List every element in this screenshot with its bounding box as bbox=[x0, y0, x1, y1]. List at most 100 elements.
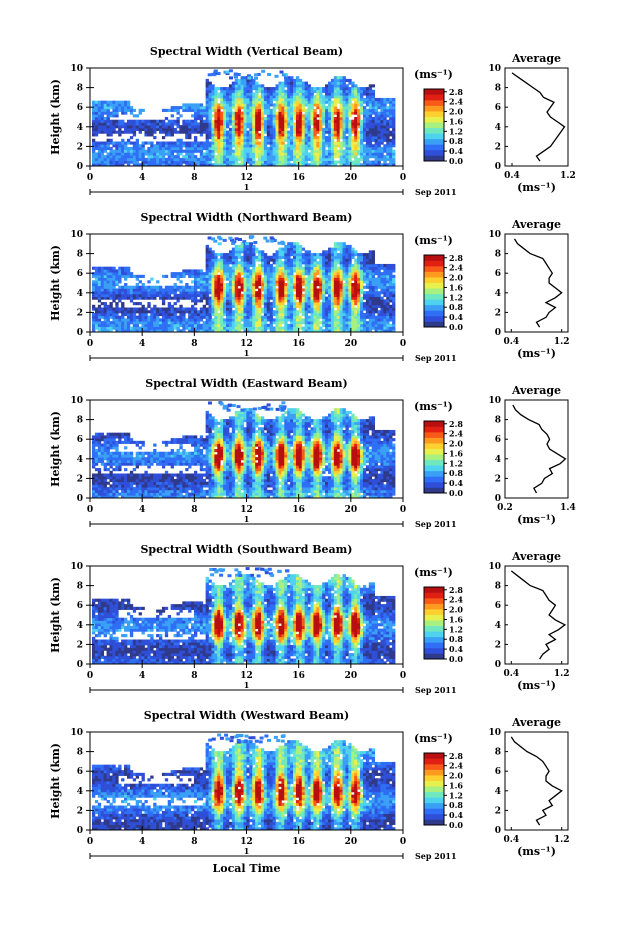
heatmap-cell bbox=[301, 253, 306, 257]
heatmap-cell bbox=[138, 149, 142, 153]
heatmap-cell bbox=[333, 277, 338, 281]
heatmap-cell bbox=[290, 149, 294, 153]
heatmap-cell bbox=[307, 272, 311, 276]
heatmap-cell bbox=[211, 155, 215, 159]
heatmap-cell bbox=[365, 302, 370, 306]
heatmap-cell bbox=[132, 291, 137, 295]
heatmap-cell bbox=[322, 323, 326, 327]
heatmap-cell bbox=[132, 318, 137, 322]
heatmap-cell bbox=[252, 258, 256, 262]
heatmap-cell bbox=[333, 106, 338, 110]
heatmap-cell bbox=[333, 253, 338, 257]
heatmap-cell bbox=[236, 73, 241, 76]
heatmap-cell bbox=[336, 323, 341, 327]
heatmap-cell bbox=[132, 155, 137, 159]
heatmap-cell bbox=[185, 155, 189, 159]
heatmap-cell bbox=[191, 108, 195, 112]
heatmap-cell bbox=[357, 253, 361, 257]
heatmap-cell bbox=[115, 321, 119, 325]
heatmap-cell bbox=[220, 119, 224, 123]
heatmap-cell bbox=[208, 160, 212, 164]
heatmap-cell bbox=[325, 288, 329, 292]
heatmap-cell bbox=[371, 152, 375, 156]
heatmap-cell bbox=[179, 141, 183, 145]
heatmap-cell bbox=[226, 144, 230, 148]
heatmap-cell bbox=[258, 114, 262, 118]
heatmap-cell bbox=[310, 149, 314, 153]
heatmap-cell bbox=[252, 155, 256, 159]
heatmap-cell bbox=[237, 307, 241, 311]
heatmap-cell bbox=[159, 312, 163, 317]
heatmap-cell bbox=[112, 160, 116, 164]
heatmap-cell bbox=[205, 299, 209, 303]
heatmap-cell bbox=[205, 250, 209, 254]
heatmap-cell bbox=[336, 326, 341, 330]
heatmap-cell bbox=[258, 310, 262, 314]
heatmap-cell bbox=[191, 163, 195, 167]
heatmap-cell bbox=[252, 119, 256, 123]
heatmap-cell bbox=[205, 274, 209, 278]
heatmap-cell bbox=[333, 97, 338, 102]
heatmap-cell bbox=[179, 310, 183, 314]
heatmap-cell bbox=[348, 266, 352, 270]
heatmap-cell bbox=[141, 288, 145, 292]
heatmap-cell bbox=[307, 255, 311, 259]
heatmap-cell bbox=[115, 312, 119, 317]
heatmap-cell bbox=[185, 144, 189, 148]
heatmap-cell bbox=[231, 127, 236, 132]
heatmap-cell bbox=[360, 133, 364, 137]
heatmap-cell bbox=[275, 100, 279, 104]
heatmap-cell bbox=[258, 157, 262, 161]
heatmap-cell bbox=[126, 141, 131, 145]
heatmap-cell bbox=[240, 277, 244, 281]
heatmap-cell bbox=[371, 100, 375, 104]
heatmap-cell bbox=[330, 255, 335, 259]
heatmap-cell bbox=[336, 111, 341, 115]
heatmap-cell bbox=[319, 307, 323, 311]
heatmap-cell bbox=[237, 136, 241, 140]
heatmap-cell bbox=[377, 136, 381, 140]
heatmap-cell bbox=[342, 312, 346, 317]
heatmap-cell bbox=[141, 274, 145, 278]
heatmap-cell bbox=[234, 122, 239, 126]
heatmap-cell bbox=[319, 130, 323, 134]
heatmap-cell bbox=[266, 323, 271, 327]
heatmap-cell bbox=[121, 160, 125, 164]
heatmap-cell bbox=[368, 130, 373, 134]
heatmap-cell bbox=[278, 312, 282, 317]
heatmap-cell bbox=[226, 149, 230, 153]
heatmap-cell bbox=[226, 312, 230, 317]
heatmap-cell bbox=[214, 323, 218, 327]
heatmap-cell bbox=[284, 95, 288, 99]
heatmap-cell bbox=[249, 280, 253, 284]
heatmap-cell bbox=[275, 302, 279, 306]
heatmap-cell bbox=[246, 266, 250, 270]
heatmap-cell bbox=[243, 138, 247, 142]
colorbar-tick-label: 2.0 bbox=[449, 107, 463, 117]
heatmap-cell bbox=[325, 160, 329, 164]
heatmap-cell bbox=[121, 288, 125, 292]
heatmap-cell bbox=[345, 127, 349, 132]
heatmap-cell bbox=[327, 250, 332, 254]
heatmap-cell bbox=[249, 163, 253, 167]
heatmap-cell bbox=[360, 125, 364, 129]
heatmap-cell bbox=[246, 253, 250, 257]
heatmap-cell bbox=[258, 146, 262, 151]
heatmap-cell bbox=[115, 125, 119, 129]
heatmap-cell bbox=[278, 247, 282, 251]
heatmap-cell bbox=[278, 117, 282, 121]
heatmap-cell bbox=[260, 321, 265, 325]
heatmap-cell bbox=[94, 103, 99, 107]
heatmap-cell bbox=[266, 302, 271, 306]
heatmap-cell bbox=[389, 106, 393, 110]
heatmap-cell bbox=[360, 299, 364, 303]
heatmap-cell bbox=[295, 146, 300, 151]
heatmap-cell bbox=[351, 323, 355, 327]
heatmap-cell bbox=[132, 293, 137, 298]
heatmap-cell bbox=[231, 315, 236, 319]
heatmap-cell bbox=[226, 89, 230, 93]
heatmap-cell bbox=[138, 157, 142, 161]
heatmap-cell bbox=[298, 293, 303, 298]
heatmap-cell bbox=[290, 315, 294, 319]
heatmap-cell bbox=[141, 323, 145, 327]
